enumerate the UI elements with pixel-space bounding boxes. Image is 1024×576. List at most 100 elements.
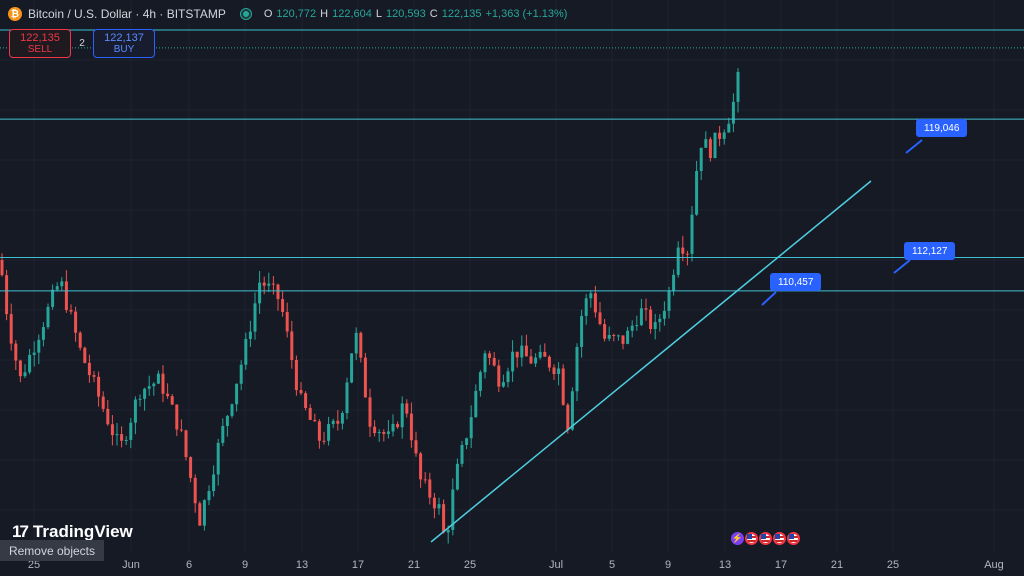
candle-body [423,479,427,481]
candle-body [336,420,340,424]
candle-body [317,421,321,441]
horizontal-lines [0,29,1024,292]
time-axis-label: Jun [122,559,140,571]
candle-body [138,398,142,400]
sell-button[interactable]: 122,135 SELL [9,29,71,58]
candle-body [340,413,344,424]
tradingview-logo[interactable]: 17 TradingView [12,522,133,542]
open-label: O [263,8,273,20]
us-flag-icon[interactable] [787,532,800,545]
candle-body [161,373,165,394]
candle-body [603,324,607,339]
close-value: 122,135 [441,8,482,20]
candle-body [202,500,206,526]
candle-body [501,382,505,387]
candle-body [635,325,639,327]
trendline[interactable] [430,180,872,543]
buy-button[interactable]: 122,137 BUY [93,29,155,58]
high-label: H [320,8,329,20]
candle-body [248,331,252,339]
price-callout-110457[interactable]: 110,457 [770,273,822,291]
close-label: C [429,8,438,20]
candle-body [552,367,556,374]
candle-body [304,393,308,409]
candle-body [230,404,234,416]
candle-body [607,334,611,339]
candle-body [179,429,183,431]
us-flag-icon[interactable] [759,532,772,545]
candle-body [727,123,731,133]
candle-body [428,479,432,498]
open-value: 120,772 [276,8,317,20]
remove-objects-button[interactable]: Remove objects [0,540,104,561]
candle-body [110,424,114,436]
candle-body [156,373,160,384]
candle-body [327,424,331,441]
candle-body [442,504,446,533]
candle-body [589,293,593,299]
sell-price: 122,135 [20,31,60,44]
candle-body [662,310,666,319]
ohlc-values: O 120,772 H 122,604 L 120,593 C 122,135 +1,3… [264,8,568,20]
candle-body [64,281,68,310]
candle-body [5,275,9,315]
candle-body [437,504,441,509]
candle-body [580,315,584,347]
symbol-header[interactable]: ₿ Bitcoin / U.S. Dollar · 4h · BITSTAMP … [8,6,567,22]
candle-body [308,408,312,420]
price-callout-119046[interactable]: 119,046 [916,119,968,137]
candle-body [690,214,694,254]
candle-body [731,101,735,124]
candle-body [612,334,616,336]
candle-body [405,403,409,414]
candle-body [373,426,377,434]
candle-body [520,345,524,358]
candle-body [0,260,4,276]
candle-body [713,132,717,159]
time-axis-label: Aug [984,559,1004,571]
candle-body [271,283,275,285]
candle-body [129,422,133,440]
candle-body [377,431,381,434]
candle-body [285,312,289,332]
callout-pointer-112127 [893,259,911,274]
candle-body [414,440,418,454]
time-axis-label: 17 [774,559,788,571]
candle-body [538,351,542,358]
symbol-title[interactable]: Bitcoin / U.S. Dollar · 4h · BITSTAMP [28,7,226,21]
candle-body [18,360,22,377]
economic-events[interactable]: ⚡ [731,532,800,545]
candle-body [630,325,634,331]
candle-body [354,332,358,354]
candle-body [368,397,372,427]
candle-body [152,383,156,387]
candle-body [446,529,450,533]
candle-body [497,365,501,387]
callout-pointer-110457 [761,291,777,306]
time-axis-label: 6 [185,559,193,571]
candle-body [566,404,570,430]
candle-body [639,308,643,326]
candle-body [253,303,257,332]
us-flag-icon[interactable] [773,532,786,545]
lightning-icon[interactable]: ⚡ [731,532,744,545]
candle-body [685,253,689,255]
candle-body [46,306,50,328]
time-axis-label: 25 [27,559,41,571]
us-flag-icon[interactable] [745,532,758,545]
candle-body [593,293,597,313]
candle-body [239,364,243,384]
candle-body [570,391,574,430]
candle-body [626,330,630,344]
candle-body [193,477,197,504]
candle-body [561,368,565,405]
price-callout-112127[interactable]: 112,127 [904,242,956,260]
candle-body [299,390,303,394]
sell-label: SELL [27,43,53,55]
candle-body [718,132,722,139]
candle-body [120,434,124,441]
candle-body [9,314,13,344]
tradingview-logo-icon: 17 [12,522,29,541]
market-status-icon[interactable] [239,8,252,20]
